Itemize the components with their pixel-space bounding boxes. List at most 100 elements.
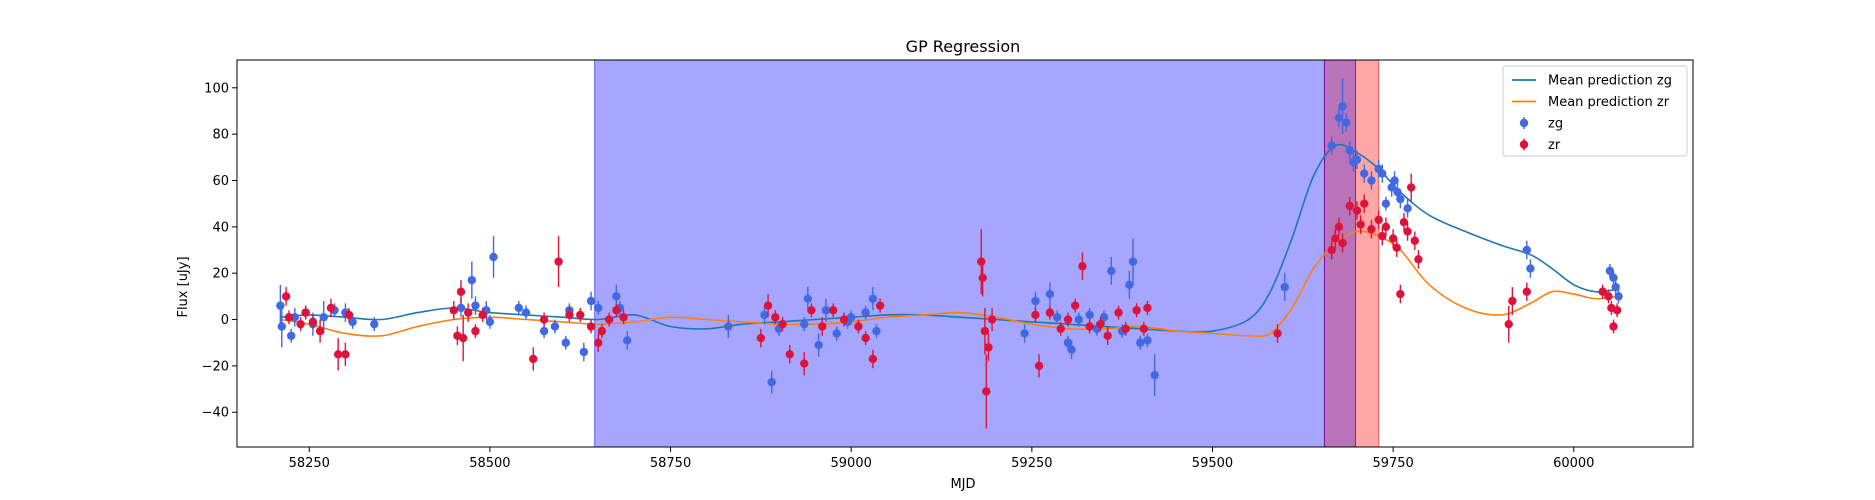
legend-label: Mean prediction zr — [1548, 95, 1670, 110]
shaded-region-3 — [1355, 59, 1380, 448]
point-zr — [1392, 243, 1401, 252]
point-zg — [467, 275, 477, 285]
point-zr — [449, 306, 458, 315]
point-zr — [1522, 287, 1532, 296]
point-zg — [1107, 266, 1116, 276]
y-tick-label: 60 — [212, 174, 229, 189]
point-zg — [1085, 310, 1094, 320]
point-zg — [1611, 282, 1620, 292]
point-zg — [760, 310, 769, 320]
legend-label: zr — [1548, 138, 1561, 153]
point-zr — [1414, 255, 1423, 264]
point-zr — [980, 326, 990, 336]
point-zr — [1085, 322, 1094, 331]
point-zg — [1522, 245, 1532, 255]
point-zr — [1063, 315, 1073, 324]
point-zg — [846, 313, 856, 322]
point-zr — [756, 333, 766, 343]
point-zr — [1096, 319, 1105, 329]
point-zg — [1614, 292, 1623, 301]
point-zr — [1139, 324, 1149, 334]
legend-swatch-marker — [1519, 140, 1529, 149]
point-zr — [1143, 303, 1152, 313]
point-zg — [868, 294, 878, 303]
point-zg — [832, 329, 841, 338]
point-zg — [1396, 194, 1405, 204]
point-zg — [1099, 313, 1109, 322]
point-zg — [1605, 266, 1615, 276]
y-tick-label: −20 — [202, 359, 229, 374]
point-zr — [818, 322, 827, 331]
point-zr — [308, 317, 318, 327]
point-zr — [1356, 220, 1365, 229]
point-zr — [458, 333, 468, 343]
point-zg — [724, 322, 733, 331]
point-zr — [341, 350, 350, 359]
point-zg — [456, 303, 466, 313]
point-zr — [471, 326, 480, 336]
point-zr — [785, 350, 794, 359]
point-zg — [1067, 345, 1076, 354]
plot-frame — [236, 59, 1694, 448]
point-zg — [1125, 280, 1134, 289]
point-zr — [800, 359, 809, 368]
point-zr — [1331, 234, 1340, 243]
point-zg — [521, 308, 531, 317]
point-zg — [539, 326, 549, 336]
legend-swatch-marker — [1519, 118, 1529, 128]
point-zg — [290, 313, 300, 322]
point-zr — [763, 301, 773, 310]
point-zr — [456, 287, 466, 296]
point-zr — [1378, 231, 1387, 241]
data-points — [276, 78, 1623, 429]
y-tick-label: 100 — [204, 81, 229, 96]
point-zg — [821, 306, 831, 315]
y-tick-label: −40 — [202, 406, 229, 421]
point-zg — [861, 308, 870, 317]
point-zr — [839, 315, 849, 324]
legend-label: Mean prediction zg — [1548, 74, 1672, 89]
shaded-regions — [594, 59, 1380, 448]
point-zr — [1504, 319, 1513, 329]
y-tick-label: 80 — [212, 128, 229, 143]
point-zr — [1598, 287, 1607, 296]
point-zg — [561, 338, 570, 347]
point-zr — [597, 326, 607, 336]
point-zg — [319, 313, 328, 322]
y-axis-label: Flux [uJy] — [176, 256, 191, 317]
point-zr — [1374, 215, 1383, 225]
point-zg — [1020, 329, 1029, 338]
y-tick-label: 0 — [221, 313, 229, 328]
point-zr — [807, 306, 816, 315]
point-zg — [1074, 315, 1084, 324]
point-zr — [828, 306, 838, 315]
point-zr — [1360, 199, 1369, 208]
point-zr — [529, 354, 538, 364]
point-zg — [1352, 155, 1362, 164]
point-zr — [333, 350, 343, 359]
point-zr — [344, 310, 354, 320]
point-zr — [1352, 206, 1362, 215]
point-zg — [1609, 273, 1618, 283]
point-zg — [1393, 187, 1402, 197]
point-zr — [1078, 262, 1087, 271]
point-zg — [1063, 338, 1073, 347]
x-tick-label: 58500 — [469, 456, 510, 471]
point-zg — [803, 294, 813, 303]
point-zg — [276, 301, 285, 310]
point-zr — [1609, 322, 1618, 331]
point-zr — [977, 257, 986, 266]
point-zr — [1327, 245, 1336, 255]
x-tick-label: 60000 — [1553, 456, 1594, 471]
points-zr — [281, 173, 1622, 429]
point-zr — [296, 319, 305, 329]
point-zr — [1334, 222, 1344, 232]
point-zr — [576, 310, 585, 320]
point-zg — [277, 322, 286, 331]
point-zg — [1403, 204, 1412, 213]
point-zr — [301, 308, 310, 317]
point-zr — [1114, 308, 1123, 317]
point-zr — [464, 308, 473, 317]
point-zr — [1132, 306, 1141, 315]
point-zr — [868, 354, 878, 364]
